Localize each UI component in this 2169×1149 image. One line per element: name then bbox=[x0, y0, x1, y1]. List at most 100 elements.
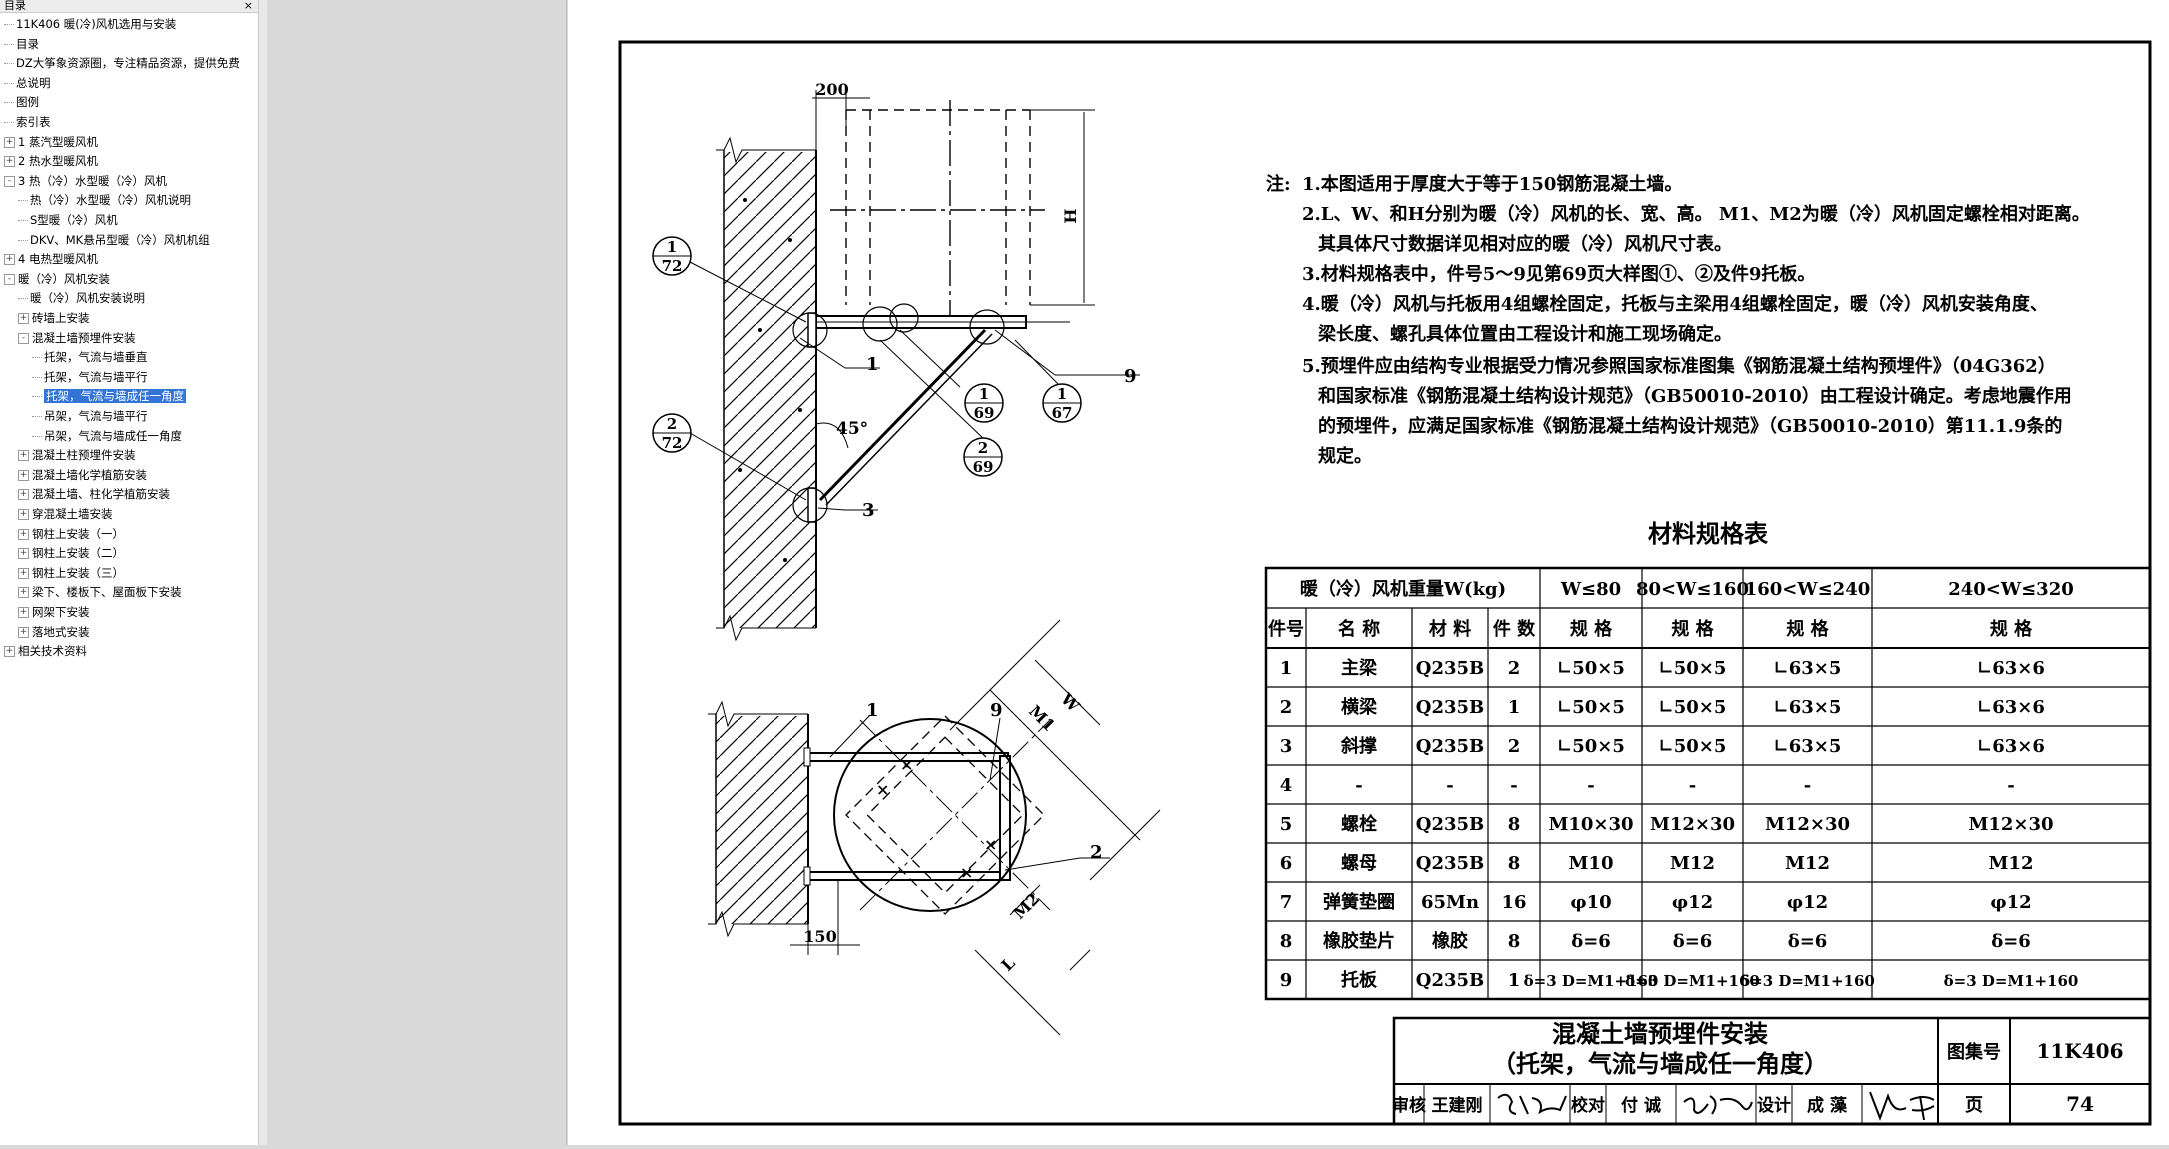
outline-item[interactable]: + 网架下安装 bbox=[18, 602, 90, 622]
ref-bubble-1-72[interactable]: 1 72 bbox=[652, 236, 692, 276]
expand-icon[interactable]: + bbox=[18, 607, 29, 618]
ref-bubble-1-69[interactable]: 1 69 bbox=[964, 383, 1004, 423]
outline-item-label: 梁下、楼板下、屋面板下安装 bbox=[32, 585, 182, 600]
sidebar-splitter[interactable] bbox=[259, 0, 267, 1145]
svg-text:1: 1 bbox=[667, 238, 677, 256]
outline-item-label: 吊架，气流与墙平行 bbox=[44, 409, 148, 423]
outline-item[interactable]: + 混凝土墙化学植筋安装 bbox=[18, 465, 147, 485]
outline-item[interactable]: 目录 bbox=[4, 34, 39, 54]
leader-2-plan: 2 bbox=[1090, 842, 1103, 863]
outline-item[interactable]: 托架，气流与墙垂直 bbox=[32, 347, 148, 367]
table-cell: δ=3 D=M1+160 bbox=[1740, 972, 1875, 990]
outline-item[interactable]: 暖（冷）风机安装说明 bbox=[18, 288, 145, 308]
outline-item-label: 图例 bbox=[16, 95, 39, 110]
outline-item[interactable]: 索引表 bbox=[4, 112, 51, 132]
tree-branch-line bbox=[4, 63, 14, 65]
outline-item[interactable]: 吊架，气流与墙成任一角度 bbox=[32, 426, 182, 446]
table-cell: M12 bbox=[1989, 853, 2034, 874]
table-cell: 16 bbox=[1501, 892, 1526, 913]
outline-item[interactable]: 吊架，气流与墙平行 bbox=[32, 406, 148, 426]
collapse-icon[interactable]: - bbox=[4, 273, 15, 285]
outline-item[interactable]: + 钢柱上安装（三） bbox=[18, 563, 124, 583]
expand-icon[interactable]: + bbox=[18, 528, 29, 540]
outline-item[interactable]: + 穿混凝土墙安装 bbox=[18, 504, 113, 524]
table-cell: - bbox=[1446, 775, 1453, 796]
tree-branch-line bbox=[32, 416, 42, 417]
outline-item[interactable]: 11K406 暖(冷)风机选用与安装 bbox=[4, 14, 176, 34]
outline-item-label: 网架下安装 bbox=[32, 605, 90, 619]
expand-icon[interactable]: + bbox=[18, 450, 29, 462]
expand-icon[interactable]: + bbox=[18, 469, 29, 481]
table-cell: 9 bbox=[1280, 970, 1293, 991]
plan-view: ×× ×× W M1 M2 L 150 1 9 2 bbox=[708, 619, 1161, 1036]
column-header: 规 格 bbox=[1671, 618, 1714, 640]
table-cell: φ12 bbox=[1990, 892, 2031, 913]
table-cell: M10 bbox=[1569, 853, 1614, 874]
outline-item[interactable]: 总说明 bbox=[4, 73, 51, 93]
ref-bubble-2-72[interactable]: 2 72 bbox=[652, 413, 692, 453]
expand-icon[interactable]: + bbox=[18, 626, 29, 638]
outline-item[interactable]: + 砖墙上安装 bbox=[18, 308, 90, 328]
outline-item[interactable]: +2 热水型暖风机 bbox=[4, 151, 98, 171]
collapse-icon[interactable]: - bbox=[4, 175, 15, 187]
outline-item[interactable]: + 钢柱上安装（二） bbox=[18, 543, 124, 563]
svg-text:1: 1 bbox=[1057, 385, 1067, 403]
table-cell: 螺母 bbox=[1341, 853, 1377, 874]
outline-item[interactable]: +1 蒸汽型暖风机 bbox=[4, 132, 98, 152]
table-cell: ∟50×5 bbox=[1557, 736, 1625, 757]
svg-text:×: × bbox=[900, 755, 913, 774]
outline-item[interactable]: + 混凝土柱预埋件安装 bbox=[18, 445, 136, 465]
outline-item[interactable]: DKV、MK悬吊型暖（冷）风机机组 bbox=[18, 230, 210, 250]
outline-item-label: 落地式安装 bbox=[32, 624, 90, 639]
outline-item[interactable]: -3 热（冷）水型暖（冷）风机 bbox=[4, 171, 167, 191]
close-icon[interactable]: × bbox=[243, 0, 253, 12]
dim-l: L bbox=[997, 953, 1018, 974]
table-cell: 主梁 bbox=[1341, 657, 1378, 679]
note-line: 2.L、W、和H分别为暖（冷）风机的长、宽、高。 M1、M2为暖（冷）风机固定螺… bbox=[1302, 203, 2090, 225]
expand-icon[interactable]: + bbox=[18, 548, 29, 560]
collapse-icon[interactable]: - bbox=[18, 332, 29, 344]
outline-item[interactable]: S型暖（冷）风机 bbox=[18, 210, 118, 230]
outline-item[interactable]: + 梁下、楼板下、屋面板下安装 bbox=[18, 582, 182, 602]
expand-icon[interactable]: + bbox=[4, 156, 15, 168]
weight-range-header: 160<W≤240 bbox=[1745, 579, 1871, 600]
expand-icon[interactable]: + bbox=[18, 489, 29, 501]
outline-item-label: 暖（冷）风机安装说明 bbox=[30, 291, 145, 306]
expand-icon[interactable]: + bbox=[18, 567, 29, 579]
table-cell: ∟63×5 bbox=[1774, 658, 1842, 679]
expand-icon[interactable]: + bbox=[18, 587, 29, 599]
expand-icon[interactable]: + bbox=[4, 136, 15, 148]
design-label: 设计 bbox=[1757, 1095, 1791, 1116]
ref-bubble-2-69[interactable]: 2 69 bbox=[963, 437, 1003, 477]
drawing-subtitle: （托架，气流与墙成任一角度） bbox=[1492, 1049, 1828, 1078]
outline-item[interactable]: 托架，气流与墙平行 bbox=[32, 367, 148, 387]
weight-header: 暖（冷）风机重量W(kg) bbox=[1300, 578, 1506, 600]
expand-icon[interactable]: + bbox=[18, 509, 29, 520]
expand-icon[interactable]: + bbox=[4, 646, 15, 658]
outline-item[interactable]: + 落地式安装 bbox=[18, 622, 90, 642]
tree-branch-line bbox=[4, 102, 14, 104]
table-cell: - bbox=[1804, 775, 1811, 796]
table-cell: φ12 bbox=[1672, 892, 1713, 913]
outline-item-label: S型暖（冷）风机 bbox=[30, 213, 118, 227]
table-cell: Q235B bbox=[1416, 658, 1484, 679]
outline-item[interactable]: 热（冷）水型暖（冷）风机说明 bbox=[18, 190, 191, 210]
outline-item-label: 钢柱上安装（二） bbox=[32, 546, 124, 561]
expand-icon[interactable]: + bbox=[4, 254, 15, 266]
tree-branch-line bbox=[32, 357, 42, 359]
svg-text:×: × bbox=[960, 863, 973, 882]
ref-bubble-1-67[interactable]: 1 67 bbox=[1042, 383, 1082, 423]
note-line: 梁长度、螺孔具体位置由工程设计和施工现场确定。 bbox=[1317, 323, 1732, 345]
outline-item[interactable]: +4 电热型暖风机 bbox=[4, 249, 98, 269]
outline-item[interactable]: 图例 bbox=[4, 92, 39, 112]
outline-item[interactable]: + 相关技术资料 bbox=[4, 641, 87, 661]
title-block bbox=[1392, 1016, 2152, 1126]
outline-item[interactable]: + 混凝土墙、柱化学植筋安装 bbox=[18, 484, 170, 504]
outline-item[interactable]: 托架，气流与墙成任一角度 bbox=[32, 386, 186, 406]
outline-item[interactable]: - 混凝土墙预埋件安装 bbox=[18, 328, 136, 348]
outline-item[interactable]: - 暖（冷）风机安装 bbox=[4, 269, 110, 289]
table-cell: Q235B bbox=[1416, 697, 1484, 718]
outline-item[interactable]: DZ大筝象资源圈，专注精品资源，提供免费 bbox=[4, 53, 240, 73]
expand-icon[interactable]: + bbox=[18, 313, 29, 324]
outline-item[interactable]: + 钢柱上安装（一） bbox=[18, 524, 124, 544]
